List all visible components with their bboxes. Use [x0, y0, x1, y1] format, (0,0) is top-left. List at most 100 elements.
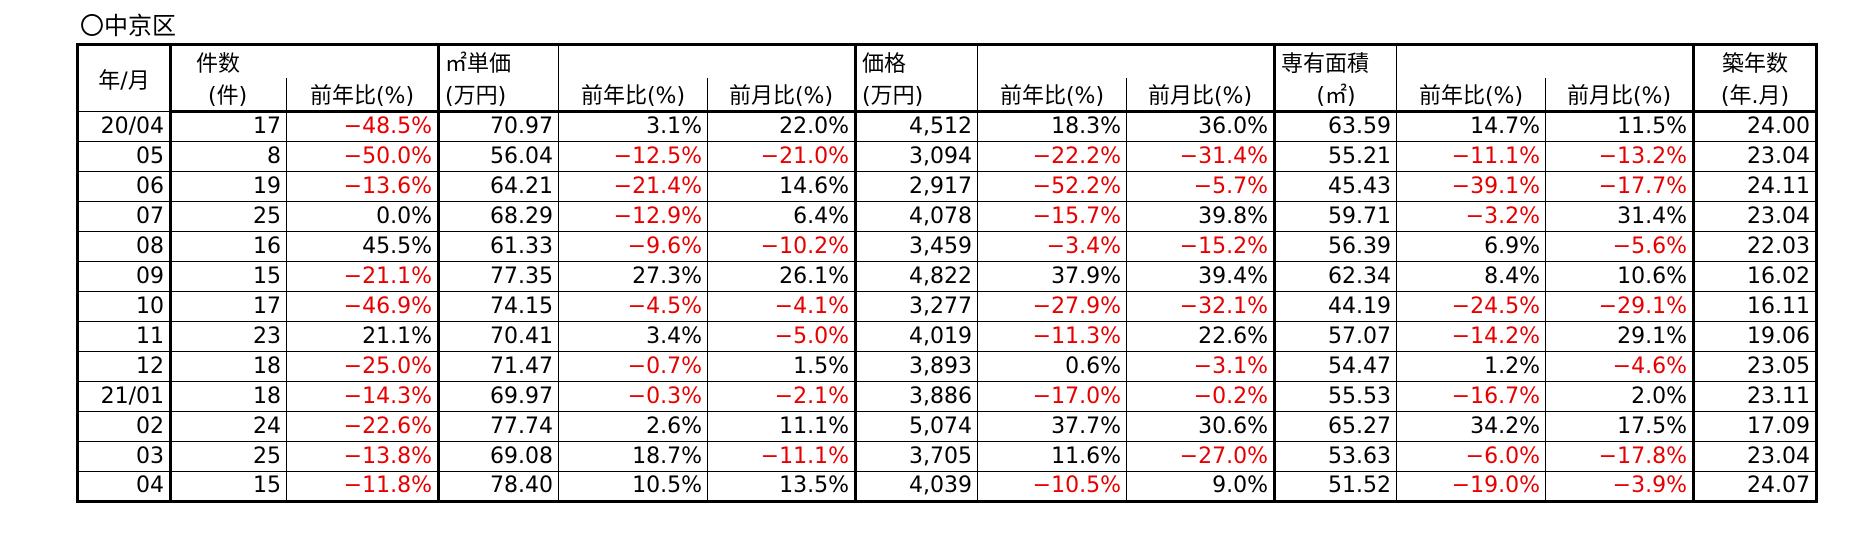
table-row: 02 24 −22.6% 77.74 2.6% 11.1% 5,074 37.7% 30.6% 6…: [77, 411, 1817, 442]
count-yoy-cell: −14.3%: [286, 381, 440, 412]
price-mom-cell: 36.0%: [1126, 111, 1276, 142]
area-header-spacer: [1396, 44, 1546, 78]
price-yoy-cell: −52.2%: [977, 171, 1127, 202]
count-yoy-cell: 0.0%: [286, 201, 440, 232]
area-cell: 51.52: [1274, 471, 1397, 502]
age-cell: 23.04: [1693, 201, 1817, 232]
price-cell: 4,078: [855, 201, 978, 232]
month-cell: 09: [77, 261, 172, 292]
area-yoy-cell: 14.7%: [1396, 111, 1546, 142]
age-cell: 24.07: [1693, 471, 1817, 502]
price-cell: 4,039: [855, 471, 978, 502]
price-cell: 3,705: [855, 441, 978, 472]
page-title: 〇中京区: [80, 12, 176, 40]
area-cell: 55.21: [1274, 141, 1397, 172]
unit-price-yoy-cell: 27.3%: [558, 261, 708, 292]
price-yoy-cell: −15.7%: [977, 201, 1127, 232]
age-header: 築年数: [1693, 44, 1817, 78]
table-row: 11 23 21.1% 70.41 3.4% −5.0% 4,019 −11.3% 22.6% 5…: [77, 321, 1817, 352]
count-unit: (件): [170, 78, 287, 113]
price-cell: 5,074: [855, 411, 978, 442]
unit-price-mom-header: 前月比(%): [707, 78, 857, 113]
price-yoy-cell: 11.6%: [977, 441, 1127, 472]
area-cell: 44.19: [1274, 291, 1397, 322]
area-cell: 54.47: [1274, 351, 1397, 382]
month-cell: 20/04: [77, 111, 172, 142]
count-cell: 15: [170, 471, 287, 502]
price-mom-cell: −31.4%: [1126, 141, 1276, 172]
area-mom-cell: −4.6%: [1545, 351, 1695, 382]
unit-price-cell: 74.15: [438, 291, 559, 322]
area-cell: 63.59: [1274, 111, 1397, 142]
age-cell: 22.03: [1693, 231, 1817, 262]
statistics-table: 年/月 件数 ㎡単価 価格 専有面積 築年数 (件) 前年比(%) (万円) 前…: [76, 43, 1818, 503]
price-cell: 4,019: [855, 321, 978, 352]
unit-price-mom-cell: 13.5%: [707, 471, 857, 502]
count-yoy-cell: −50.0%: [286, 141, 440, 172]
unit-price-mom-cell: 11.1%: [707, 411, 857, 442]
unit-price-mom-cell: 1.5%: [707, 351, 857, 382]
month-cell: 02: [77, 411, 172, 442]
price-yoy-cell: −10.5%: [977, 471, 1127, 502]
age-cell: 24.11: [1693, 171, 1817, 202]
area-yoy-cell: −19.0%: [1396, 471, 1546, 502]
count-yoy-cell: −22.6%: [286, 411, 440, 442]
unit-price-yoy-cell: 3.1%: [558, 111, 708, 142]
age-cell: 19.06: [1693, 321, 1817, 352]
price-yoy-cell: −11.3%: [977, 321, 1127, 352]
area-mom-cell: −17.8%: [1545, 441, 1695, 472]
table-body: 20/04 17 −48.5% 70.97 3.1% 22.0% 4,512 18.3% 36.…: [77, 111, 1817, 502]
unit-price-mom-cell: −11.1%: [707, 441, 857, 472]
area-yoy-cell: 34.2%: [1396, 411, 1546, 442]
count-cell: 18: [170, 381, 287, 412]
unit-price-mom-cell: −2.1%: [707, 381, 857, 412]
month-cell: 05: [77, 141, 172, 172]
unit-price-header-spacer-2: [707, 44, 857, 78]
unit-price-cell: 69.97: [438, 381, 559, 412]
table-row: 12 18 −25.0% 71.47 −0.7% 1.5% 3,893 0.6% −3.1% 54…: [77, 351, 1817, 382]
price-cell: 3,277: [855, 291, 978, 322]
price-yoy-cell: −27.9%: [977, 291, 1127, 322]
unit-price-cell: 70.97: [438, 111, 559, 142]
unit-price-mom-cell: 22.0%: [707, 111, 857, 142]
unit-price-cell: 71.47: [438, 351, 559, 382]
count-yoy-cell: −13.8%: [286, 441, 440, 472]
unit-price-yoy-cell: −4.5%: [558, 291, 708, 322]
month-cell: 07: [77, 201, 172, 232]
age-cell: 23.04: [1693, 141, 1817, 172]
price-header-spacer: [977, 44, 1127, 78]
area-yoy-header: 前年比(%): [1396, 78, 1546, 113]
area-yoy-cell: 6.9%: [1396, 231, 1546, 262]
price-yoy-cell: 18.3%: [977, 111, 1127, 142]
price-cell: 3,886: [855, 381, 978, 412]
price-cell: 3,893: [855, 351, 978, 382]
price-mom-cell: −3.1%: [1126, 351, 1276, 382]
unit-price-cell: 77.35: [438, 261, 559, 292]
area-cell: 56.39: [1274, 231, 1397, 262]
count-yoy-cell: 45.5%: [286, 231, 440, 262]
price-yoy-cell: −3.4%: [977, 231, 1127, 262]
price-mom-cell: −27.0%: [1126, 441, 1276, 472]
unit-price-cell: 69.08: [438, 441, 559, 472]
table-row: 04 15 −11.8% 78.40 10.5% 13.5% 4,039 −10.5% 9.0%…: [77, 471, 1817, 502]
area-cell: 57.07: [1274, 321, 1397, 352]
count-cell: 18: [170, 351, 287, 382]
unit-price-unit: (万円): [438, 78, 559, 113]
area-mom-cell: −17.7%: [1545, 171, 1695, 202]
unit-price-mom-cell: −21.0%: [707, 141, 857, 172]
area-mom-cell: −3.9%: [1545, 471, 1695, 502]
count-cell: 25: [170, 201, 287, 232]
unit-price-yoy-cell: −12.5%: [558, 141, 708, 172]
count-yoy-cell: −48.5%: [286, 111, 440, 142]
area-yoy-cell: 8.4%: [1396, 261, 1546, 292]
unit-price-yoy-header: 前年比(%): [558, 78, 708, 113]
header-row-2: (件) 前年比(%) (万円) 前年比(%) 前月比(%) (万円) 前年比(%…: [78, 78, 1817, 113]
unit-price-mom-cell: 6.4%: [707, 201, 857, 232]
month-cell: 12: [77, 351, 172, 382]
age-cell: 23.11: [1693, 381, 1817, 412]
price-mom-cell: 39.4%: [1126, 261, 1276, 292]
unit-price-yoy-cell: −21.4%: [558, 171, 708, 202]
price-mom-cell: −32.1%: [1126, 291, 1276, 322]
table-row: 21/01 18 −14.3% 69.97 −0.3% −2.1% 3,886 −17.0% −…: [77, 381, 1817, 412]
area-yoy-cell: 1.2%: [1396, 351, 1546, 382]
